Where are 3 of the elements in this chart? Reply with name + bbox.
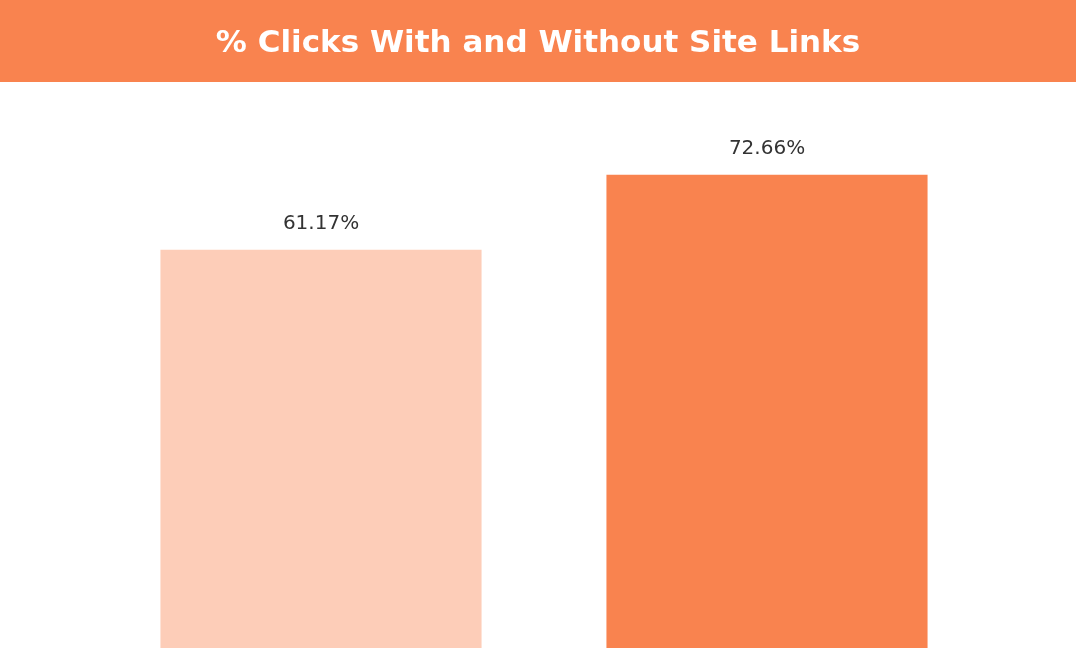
chart-title: % Clicks With and Without Site Links: [0, 0, 1076, 82]
data-label: 61.17%: [282, 209, 360, 234]
data-label: 72.66%: [728, 135, 806, 159]
